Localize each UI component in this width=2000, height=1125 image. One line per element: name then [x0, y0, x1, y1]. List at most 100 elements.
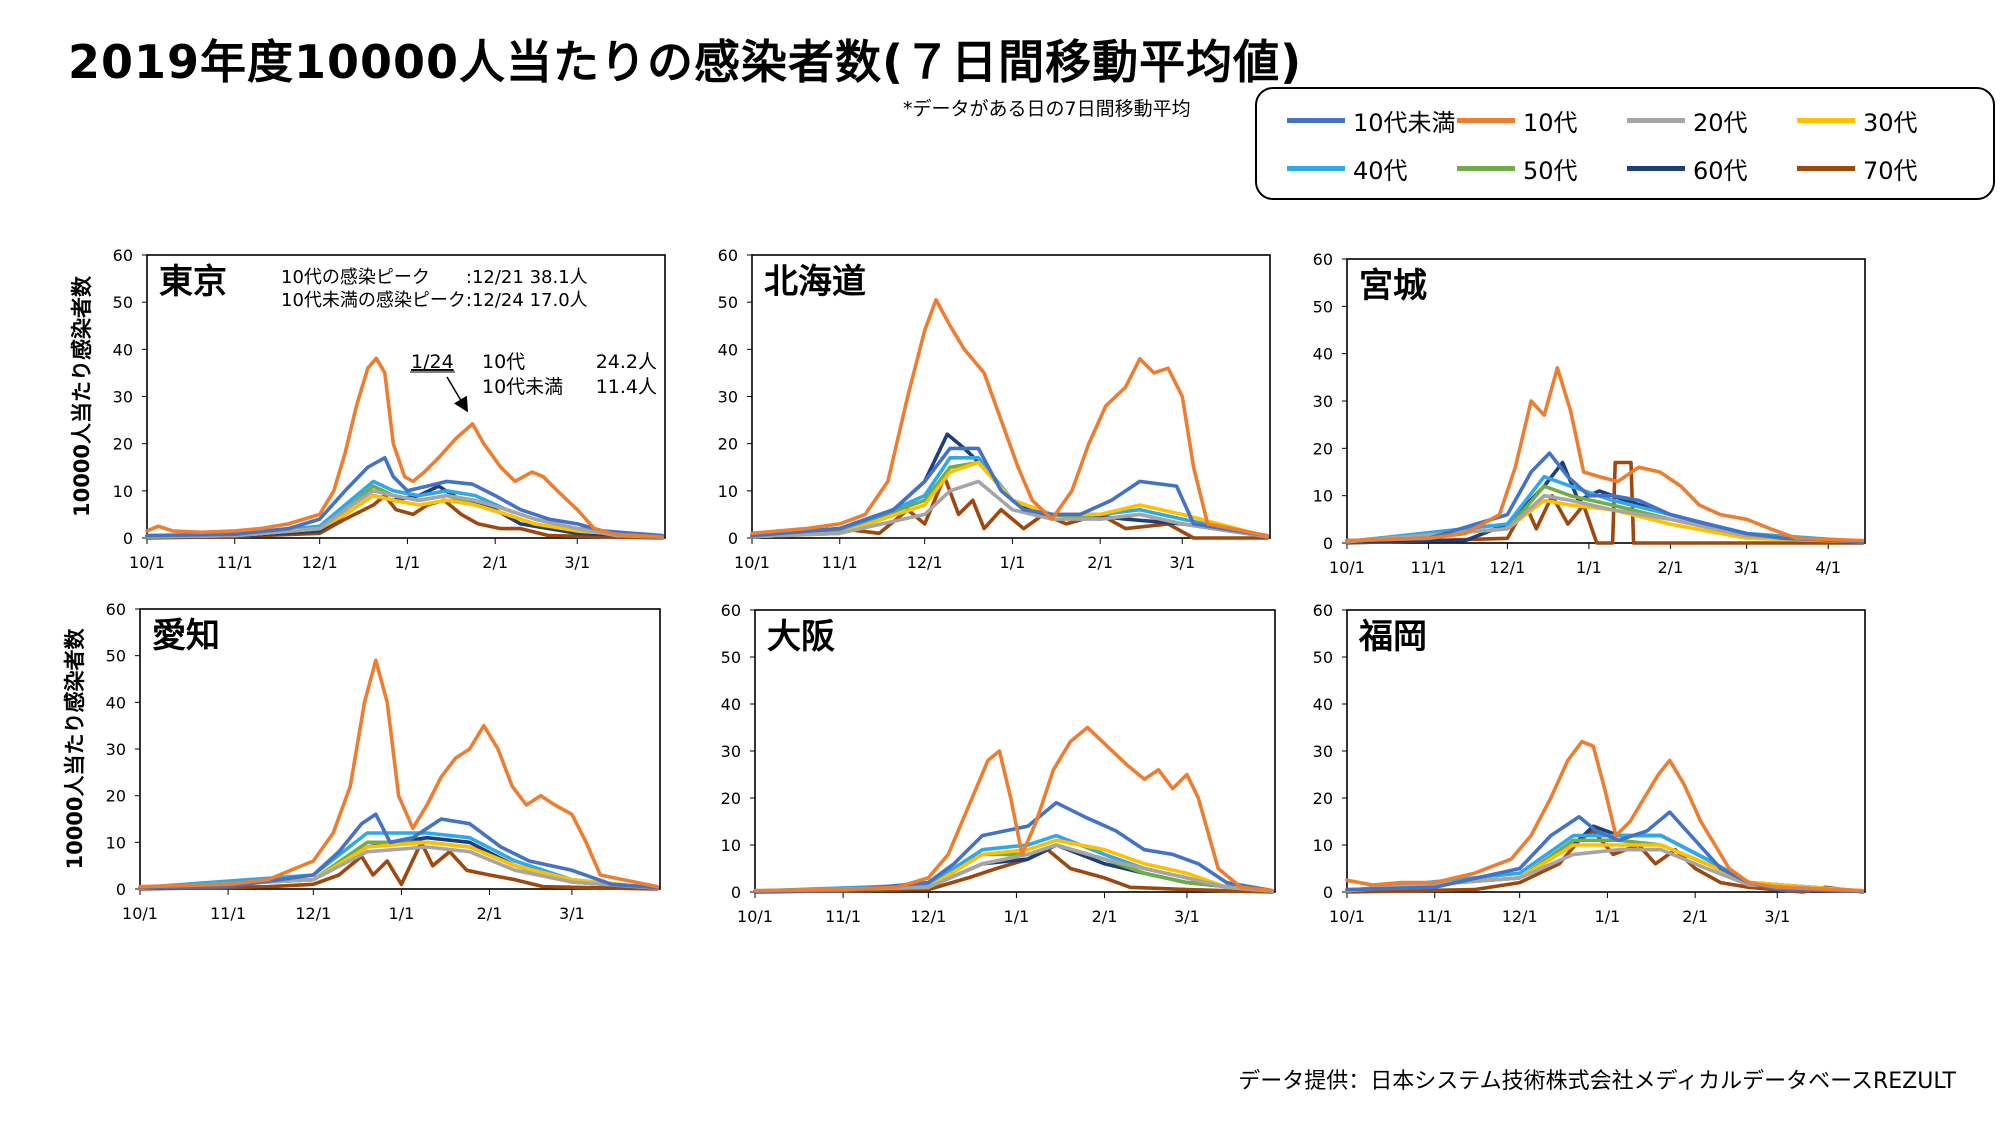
series-line: [1345, 366, 1865, 543]
x-tick-label: 3/1: [1169, 553, 1195, 572]
region-label: 東京: [159, 262, 227, 302]
y-tick-label: 10: [113, 482, 133, 501]
x-tick-label: 10/1: [1329, 558, 1365, 577]
x-tick-label: 1/1: [1000, 553, 1026, 572]
series-line: [750, 297, 1269, 538]
y-tick-label: 0: [728, 529, 738, 548]
y-tick-label: 30: [718, 388, 738, 407]
callout-value: 24.2人: [596, 351, 657, 373]
legend-label: 40代: [1353, 157, 1408, 185]
y-tick-label: 50: [718, 293, 738, 312]
y-tick-label: 30: [1313, 392, 1333, 411]
legend-label: 20代: [1693, 109, 1748, 137]
y-tick-label: 50: [721, 648, 741, 667]
x-tick-label: 1/1: [1004, 907, 1030, 926]
y-tick-label: 40: [106, 693, 126, 712]
x-tick-label: 10/1: [737, 907, 773, 926]
chart-fukuoka: 0 10 20 30 40 50 60 10/1 11/1 12/1 1/1 2/1 3/1 福岡: [1313, 601, 1866, 926]
y-tick-label: 0: [123, 529, 133, 548]
x-tick-label: 12/1: [295, 904, 331, 923]
callout-age: 10代未満: [482, 376, 563, 398]
x-tick-label: 3/1: [564, 553, 590, 572]
y-tick-label: 10: [718, 482, 738, 501]
y-tick-label: 10: [106, 833, 126, 852]
series-line: [145, 488, 665, 539]
x-tick-label: 3/1: [1734, 558, 1760, 577]
y-tick-label: 40: [721, 695, 741, 714]
x-tick-label: 3/1: [1174, 907, 1200, 926]
legend-item-3: 30代: [1797, 103, 1918, 138]
peak-annotation: 10代の感染ピーク :12/21 38.1人: [281, 267, 588, 288]
x-tick-label: 2/1: [1087, 553, 1113, 572]
page-title: 2019年度10000人当たりの感染者数(７日間移動平均値): [68, 35, 1303, 89]
y-tick-label: 10: [1313, 836, 1333, 855]
x-tick-label: 11/1: [822, 553, 858, 572]
series-line: [145, 455, 665, 538]
x-tick-label: 10/1: [122, 904, 158, 923]
x-tick-label: 3/1: [559, 904, 585, 923]
x-tick-label: 11/1: [1411, 558, 1447, 577]
x-tick-label: 2/1: [477, 904, 503, 923]
series-line: [1345, 739, 1864, 893]
y-tick-label: 10: [1313, 487, 1333, 506]
y-tick-label: 50: [113, 293, 133, 312]
x-tick-label: 1/1: [1595, 907, 1621, 926]
y-tick-label: 40: [1313, 345, 1333, 364]
y-tick-label: 60: [1313, 601, 1333, 620]
series-line: [753, 800, 1274, 893]
legend-item-5: 50代: [1457, 151, 1578, 186]
series-line: [1345, 493, 1865, 544]
region-label: 北海道: [764, 262, 866, 302]
legend-item-6: 60代: [1627, 151, 1748, 186]
region-label: 宮城: [1359, 266, 1427, 306]
series-line: [145, 493, 665, 540]
y-tick-label: 0: [116, 880, 126, 899]
x-tick-label: 1/1: [1576, 558, 1602, 577]
callout-age: 10代: [482, 351, 525, 373]
chart-hokkaido: 0 10 20 30 40 50 60 10/1 11/1 12/1 1/1 2/1 3/1 北海道: [718, 246, 1271, 572]
legend-item-7: 70代: [1797, 151, 1918, 186]
region-label: 愛知: [152, 616, 220, 656]
y-tick-label: 20: [718, 435, 738, 454]
legend-item-4: 40代: [1287, 151, 1408, 186]
x-tick-label: 12/1: [1502, 907, 1538, 926]
chart-miyagi: 0 10 20 30 40 50 60 10/1 11/1 12/1 1/1 2/1 3/1 4/1 宮城: [1313, 250, 1866, 577]
x-tick-label: 10/1: [734, 553, 770, 572]
series-line: [753, 725, 1274, 893]
legend-swatch: [1797, 118, 1855, 123]
y-axis-label: 10000人当たり感染者数: [63, 627, 87, 869]
y-tick-label: 40: [718, 340, 738, 359]
y-tick-label: 0: [1323, 883, 1333, 902]
x-tick-label: 12/1: [907, 553, 943, 572]
legend-item-2: 20代: [1627, 103, 1748, 138]
y-tick-label: 30: [106, 740, 126, 759]
peak-annotation: 10代未満の感染ピーク:12/24 17.0人: [281, 290, 588, 311]
chart-tokyo: 0 10 20 30 40 50 60 10/1 11/1 12/1 1/1 2/1 3/1 10000人…: [70, 246, 666, 572]
chart-osaka: 0 10 20 30 40 50 60 10/1 11/1 12/1 1/1 2/1 3/1 大阪: [721, 601, 1276, 926]
y-tick-label: 20: [1313, 439, 1333, 458]
footnote-moving-average: *データがある日の7日間移動平均: [903, 98, 1191, 120]
legend-label: 10代: [1523, 109, 1578, 137]
y-tick-label: 60: [718, 246, 738, 265]
y-tick-label: 50: [1313, 648, 1333, 667]
y-tick-label: 20: [1313, 789, 1333, 808]
legend-item-0: 10代未満: [1287, 103, 1456, 138]
data-source-credit: データ提供：日本システム技術株式会社メディカルデータベースREZULT: [1238, 1069, 1956, 1094]
series-line: [138, 658, 660, 889]
x-tick-label: 2/1: [482, 553, 508, 572]
chart-aichi: 0 10 20 30 40 50 60 10/1 11/1 12/1 1/1 2/1 3/1 10000人…: [63, 600, 661, 923]
region-label: 福岡: [1358, 617, 1427, 657]
legend-swatch: [1287, 166, 1345, 171]
y-tick-label: 30: [721, 742, 741, 761]
x-tick-label: 12/1: [1489, 558, 1525, 577]
y-tick-label: 30: [113, 388, 133, 407]
x-tick-label: 11/1: [217, 553, 253, 572]
legend-label: 50代: [1523, 157, 1578, 185]
y-tick-label: 20: [721, 789, 741, 808]
x-tick-label: 11/1: [825, 907, 861, 926]
series-line: [753, 843, 1274, 893]
series-line: [138, 845, 660, 890]
x-tick-label: 11/1: [1417, 907, 1453, 926]
y-tick-label: 20: [113, 435, 133, 454]
